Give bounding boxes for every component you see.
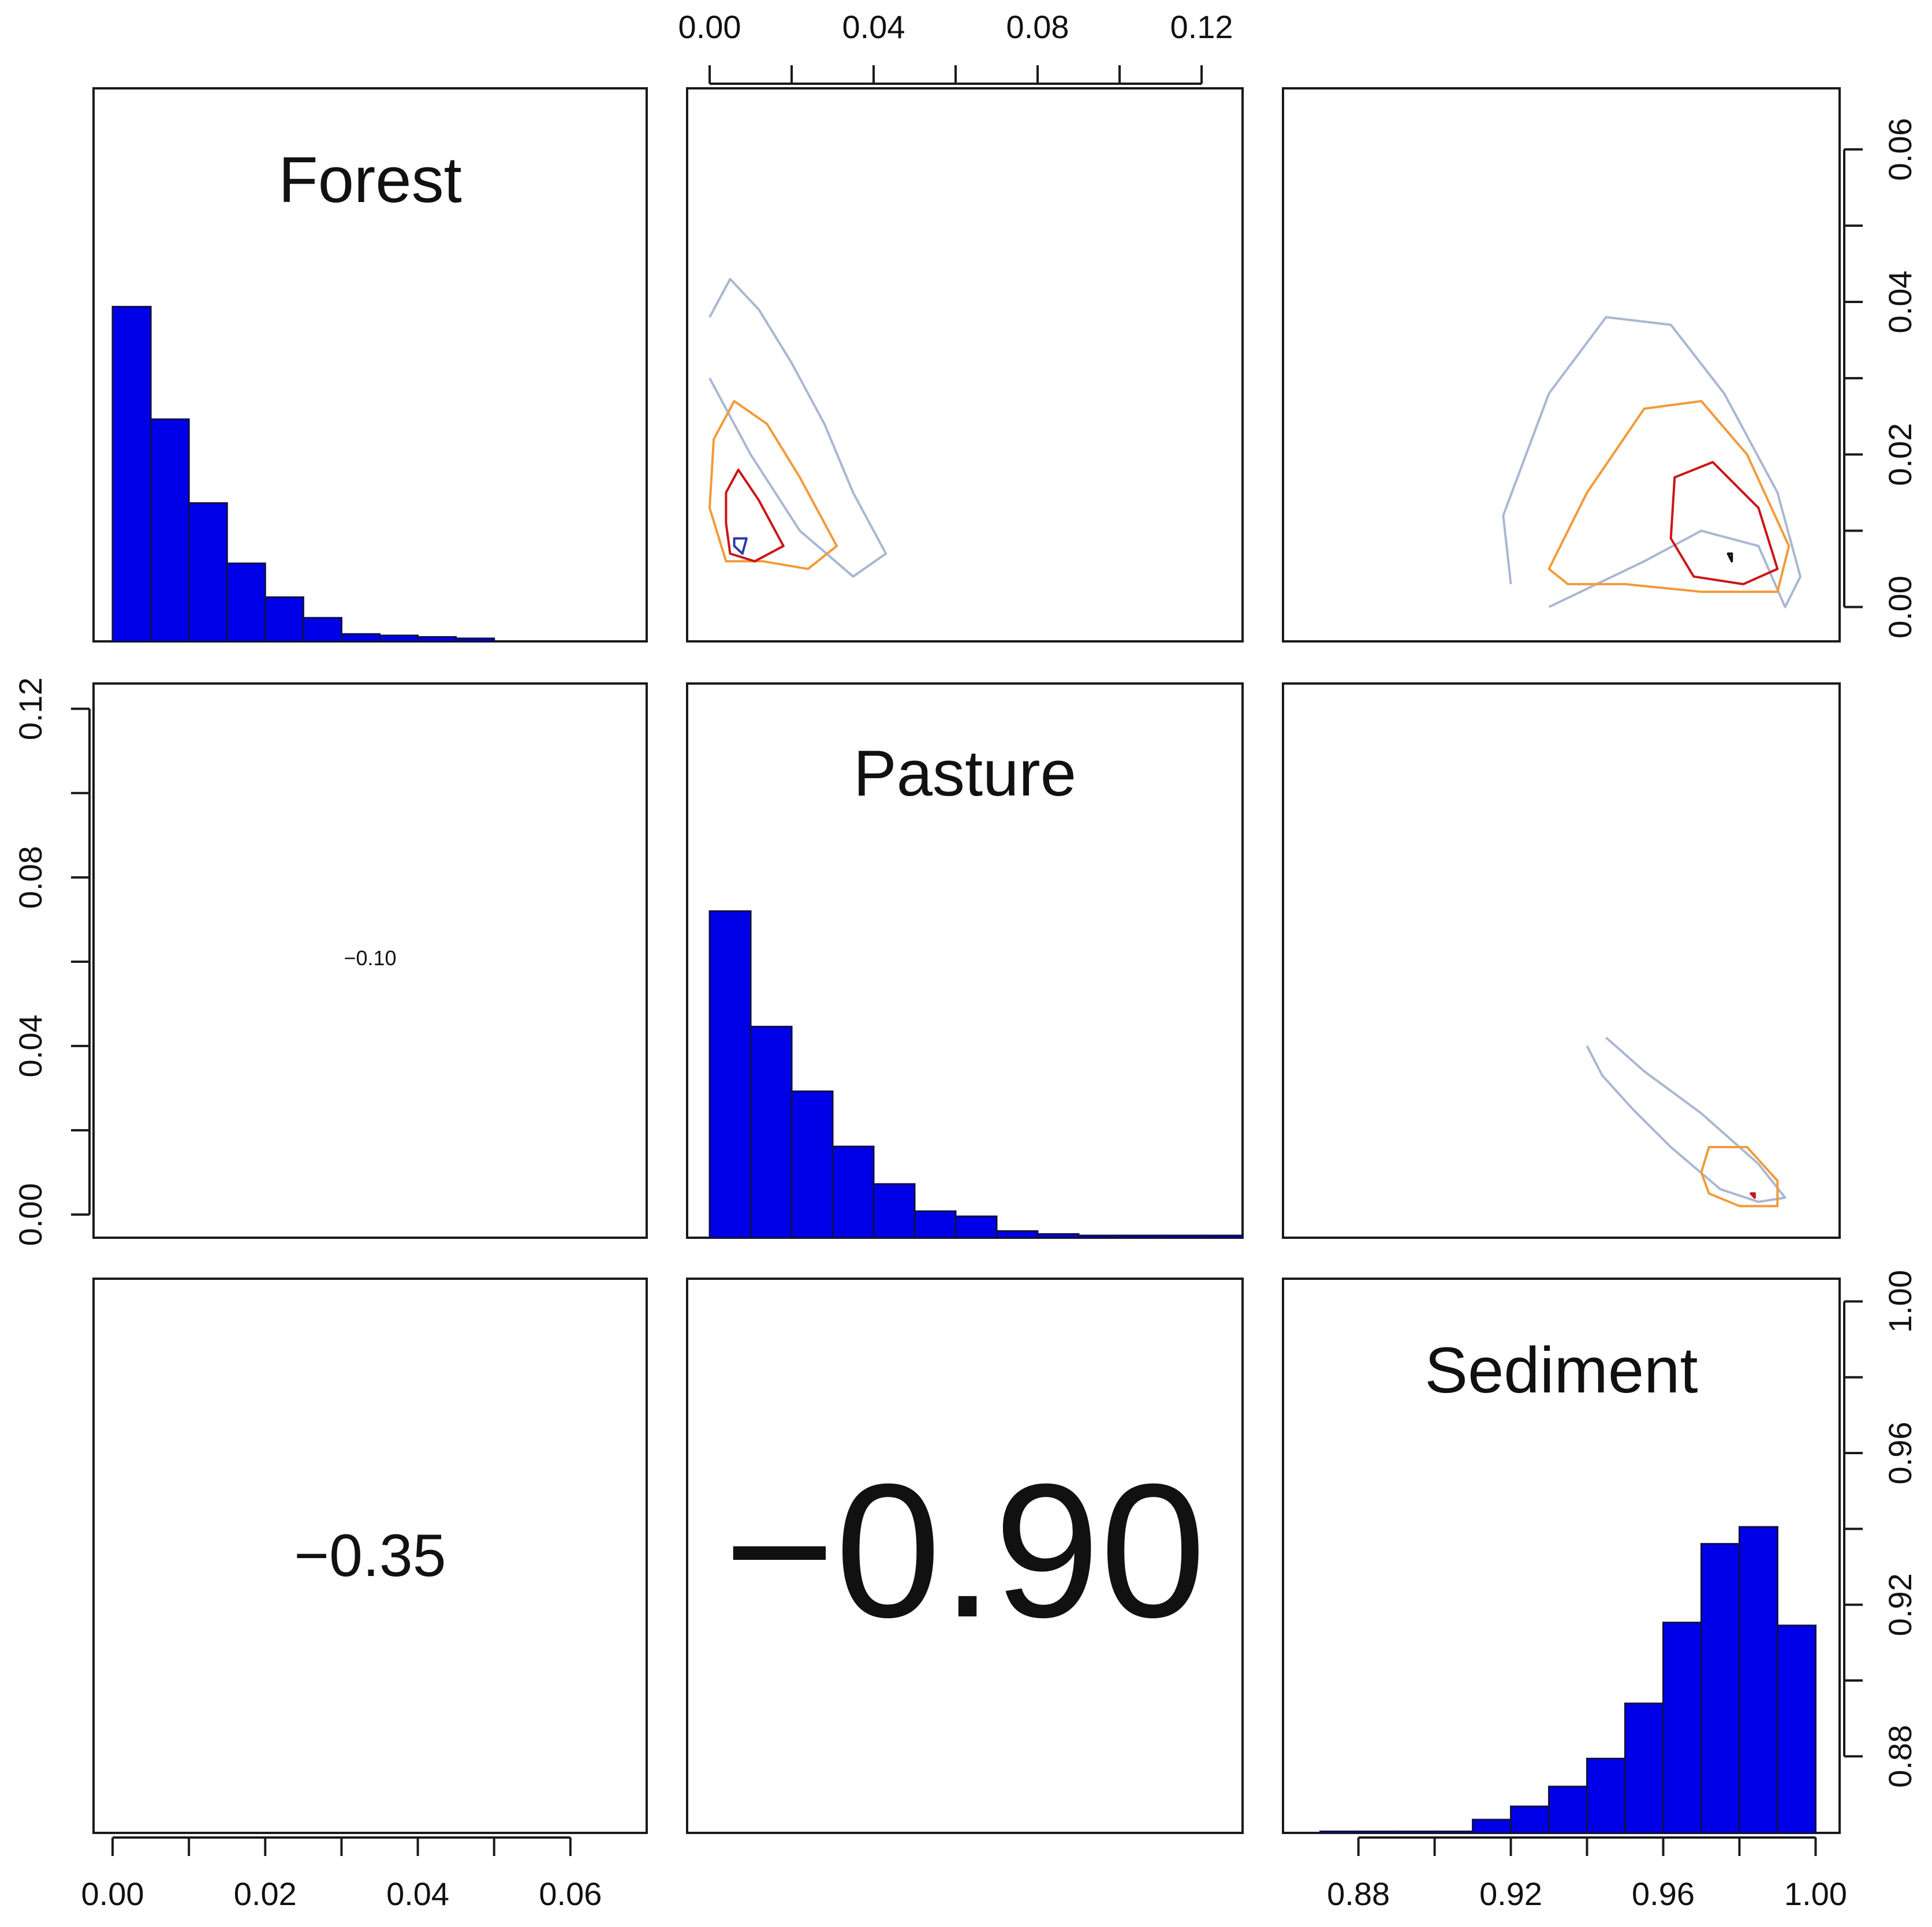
pasture-bar-5 [913, 1210, 957, 1239]
forest-bar-0 [111, 305, 152, 643]
sediment-pasture-contour-1 [1700, 1146, 1779, 1208]
pasture-forest-contour-1 [708, 399, 838, 570]
sediment-bar-0 [1319, 1830, 1360, 1834]
sediment-pasture-contour-0 [1586, 1036, 1786, 1203]
pasture-bar-11 [1159, 1234, 1203, 1239]
axis-bottom-right-label-0: 0.88 [1327, 1876, 1390, 1912]
sediment-bar-11 [1738, 1526, 1778, 1834]
axis-bottom-sediment: 0.88 0.92 0.96 1.00 [1327, 1836, 1847, 1912]
forest-bar-3 [226, 562, 266, 643]
axis-bottom-left-label-2: 0.04 [386, 1876, 449, 1912]
axis-bottom-forest: 0.00 0.02 0.04 0.06 [81, 1836, 602, 1912]
forest-bar-4 [264, 596, 304, 643]
panel-forest-sediment-correlation [92, 1278, 648, 1834]
axis-right-bottom-label-1: 0.92 [1882, 1573, 1918, 1636]
sediment-bar-7 [1586, 1757, 1627, 1834]
axis-top-label-3: 0.12 [1170, 9, 1233, 45]
label-sediment: Sediment [1424, 1334, 1698, 1406]
panel-sediment-pasture-contours [1282, 682, 1841, 1239]
axis-top-label-0: 0.00 [678, 9, 741, 45]
sediment-bar-5 [1510, 1805, 1550, 1834]
axis-top-pasture: 0.00 0.04 0.08 0.12 [678, 9, 1233, 85]
axis-right-bottom-label-3: 1.00 [1882, 1270, 1918, 1333]
axis-right-top-label-1: 0.02 [1882, 423, 1918, 486]
sediment-forest-contours [1502, 316, 1802, 608]
sediment-forest-contour-3 [1726, 552, 1733, 563]
axis-right-forest: 0.00 0.02 0.04 0.06 [1843, 118, 1918, 638]
sediment-bar-9 [1662, 1622, 1702, 1834]
pasture-bar-10 [1118, 1234, 1162, 1239]
correlation-pasture-sediment: −0.90 [724, 1444, 1206, 1657]
pasture-bar-0 [708, 910, 752, 1239]
axis-bottom-right-label-2: 0.96 [1632, 1876, 1695, 1912]
sediment-pasture-contours [1586, 1036, 1786, 1208]
axis-top-label-1: 0.04 [842, 9, 905, 45]
pasture-bar-2 [790, 1090, 834, 1239]
axis-right-top-label-0: 0.00 [1882, 576, 1918, 638]
sediment-histogram-bars [1319, 1526, 1817, 1834]
forest-bar-7 [379, 634, 419, 643]
axis-left-middle-label-1: 0.04 [12, 1014, 49, 1077]
axis-right-bottom-label-2: 0.96 [1882, 1422, 1918, 1485]
panel-pasture-forest-contours [686, 87, 1244, 643]
pasture-forest-contours [708, 278, 887, 578]
pasture-histogram-bars [708, 910, 1244, 1239]
pasture-bar-4 [872, 1183, 916, 1239]
sediment-bar-8 [1624, 1702, 1665, 1834]
panel-sediment-forest-contours [1282, 87, 1841, 643]
correlation-forest-sediment: −0.35 [294, 1522, 446, 1589]
forest-histogram-bars [111, 305, 495, 643]
axis-left-middle-label-2: 0.08 [12, 846, 49, 909]
pasture-bar-7 [995, 1230, 1039, 1239]
pasture-forest-contour-2 [725, 468, 785, 563]
sediment-bar-2 [1396, 1830, 1436, 1834]
pasture-bar-6 [954, 1215, 998, 1239]
pasture-bar-12 [1200, 1234, 1244, 1239]
axis-bottom-right-label-1: 0.92 [1479, 1876, 1542, 1912]
sediment-forest-contour-2 [1669, 461, 1779, 585]
axis-top-label-2: 0.08 [1006, 9, 1069, 45]
label-forest: Forest [278, 144, 461, 216]
panel-pasture-sediment-correlation [686, 1278, 1244, 1834]
forest-bar-9 [455, 637, 495, 643]
axis-bottom-left-label-0: 0.00 [81, 1876, 144, 1912]
sediment-forest-contour-0 [1502, 316, 1802, 608]
forest-bar-6 [340, 633, 381, 643]
pasture-bar-9 [1077, 1234, 1121, 1239]
sediment-forest-contour-1 [1547, 399, 1791, 593]
sediment-pasture-contour-2 [1750, 1192, 1756, 1199]
forest-bar-1 [150, 418, 190, 643]
sediment-bar-4 [1472, 1818, 1512, 1834]
forest-bar-8 [417, 636, 457, 643]
sediment-bar-3 [1434, 1830, 1474, 1834]
axis-left-middle-label-0: 0.00 [12, 1183, 49, 1246]
axis-right-bottom-label-0: 0.88 [1882, 1725, 1918, 1788]
panel-forest-pasture-correlation [92, 682, 648, 1239]
pasture-bar-3 [831, 1145, 875, 1239]
pasture-bar-1 [749, 1025, 793, 1239]
axis-right-top-label-2: 0.04 [1882, 270, 1918, 333]
axis-bottom-left-label-3: 0.06 [539, 1876, 602, 1912]
correlation-forest-pasture: −0.10 [344, 946, 396, 970]
sediment-bar-1 [1357, 1830, 1398, 1834]
pasture-forest-contour-0 [708, 278, 887, 578]
axis-bottom-left-label-1: 0.02 [234, 1876, 297, 1912]
axis-right-sediment: 0.88 0.92 0.96 1.00 [1843, 1270, 1918, 1788]
sediment-bar-6 [1548, 1786, 1588, 1834]
pasture-bar-8 [1036, 1233, 1080, 1239]
forest-bar-2 [188, 502, 228, 643]
label-pasture: Pasture [853, 737, 1076, 809]
sediment-bar-12 [1776, 1624, 1817, 1834]
axis-bottom-right-label-3: 1.00 [1784, 1876, 1847, 1912]
axis-left-pasture: 0.00 0.04 0.08 0.12 [12, 677, 91, 1246]
forest-bar-5 [302, 617, 342, 643]
pasture-forest-contour-3 [733, 537, 748, 555]
axis-right-top-label-3: 0.06 [1882, 118, 1918, 181]
sediment-bar-10 [1700, 1543, 1740, 1834]
axis-left-middle-label-3: 0.12 [12, 677, 49, 740]
